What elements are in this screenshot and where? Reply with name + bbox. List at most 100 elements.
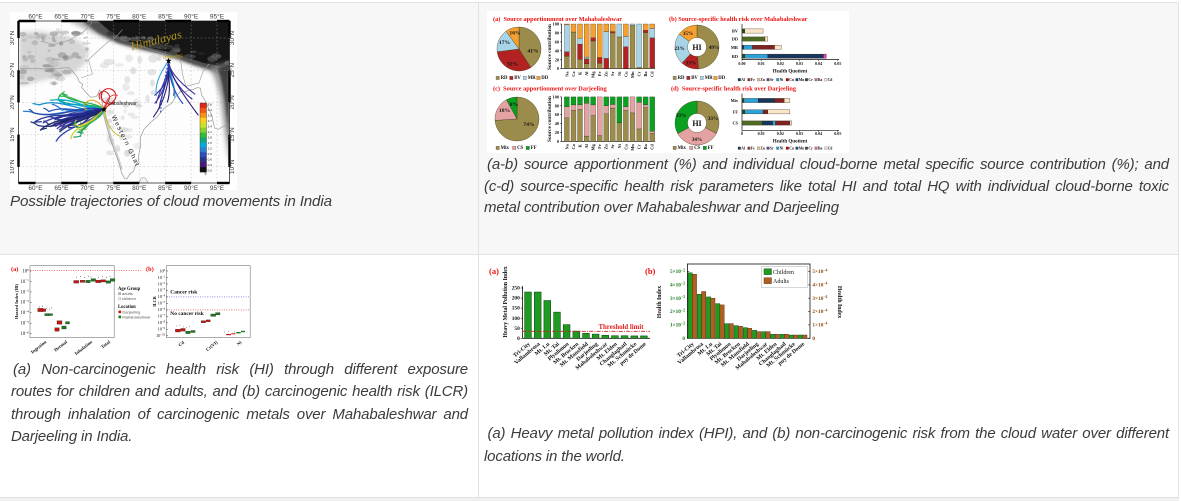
svg-text:Sr: Sr [770,78,774,82]
svg-text:Health Index: Health Index [657,286,663,318]
svg-text:HI: HI [692,119,701,128]
svg-text:60: 60 [555,39,559,44]
svg-text:3.0: 3.0 [208,114,213,118]
svg-text:0.02: 0.02 [777,131,784,136]
svg-text:Health Quotient: Health Quotient [773,70,808,75]
svg-text:20: 20 [555,130,559,135]
svg-text:Cu: Cu [623,71,628,77]
svg-text:Hazard Index (HI): Hazard Index (HI) [14,283,19,319]
svg-text:Mn: Mn [799,78,805,82]
svg-text:49%: 49% [709,45,719,51]
svg-text:Cancer risk: Cancer risk [170,290,197,296]
svg-text:0.01: 0.01 [758,131,765,136]
svg-text:150: 150 [512,306,520,312]
svg-text:Cd: Cd [828,78,834,82]
svg-text:10−8: 10−8 [158,320,166,326]
svg-text:Mix: Mix [501,146,510,151]
svg-text:Zn: Zn [604,71,609,77]
svg-text:60: 60 [555,112,559,117]
svg-text:33%: 33% [708,116,718,122]
svg-text:Threshold limit: Threshold limit [598,324,644,331]
svg-text:10−4: 10−4 [158,294,166,300]
svg-text:Cr: Cr [637,71,642,76]
svg-text:32%: 32% [507,62,519,68]
svg-text:20°N: 20°N [228,95,236,110]
svg-text:(b): (b) [645,266,656,276]
svg-text:80°E: 80°E [132,184,147,190]
svg-text:250: 250 [512,286,520,292]
svg-text:No cancer risk: No cancer risk [170,311,203,317]
svg-text:40: 40 [555,48,559,53]
svg-text:DD: DD [718,76,725,81]
svg-text:CS: CS [517,146,523,151]
svg-text:2.7: 2.7 [208,119,213,123]
svg-text:75°E: 75°E [106,13,121,21]
svg-text:8%: 8% [510,102,519,108]
svg-text:33%: 33% [676,113,686,119]
svg-text:18%: 18% [499,108,511,114]
svg-text:0.0: 0.0 [208,169,213,173]
svg-text:Health Quotient: Health Quotient [773,140,808,145]
svg-text:10−7: 10−7 [158,313,166,319]
svg-text:Na: Na [564,71,569,77]
svg-text:10−10: 10−10 [156,333,166,339]
svg-text:Cu: Cu [789,78,794,82]
svg-text:Cr: Cr [808,78,813,82]
svg-text:20°N: 20°N [10,95,16,110]
svg-text:2.1: 2.1 [208,130,213,134]
svg-text:65°E: 65°E [54,184,69,190]
svg-text:4×10−2: 4×10−2 [670,282,685,289]
svg-text:100: 100 [159,268,165,274]
svg-text:Mg: Mg [591,143,596,150]
svg-text:10−1: 10−1 [21,278,30,285]
svg-text:Fe: Fe [597,144,602,149]
svg-text:Ca: Ca [571,71,576,77]
svg-text:15°N: 15°N [10,127,16,142]
svg-text:Ni: Ni [617,143,622,148]
svg-text:0: 0 [557,66,559,71]
svg-text:Heavy Metal Pollution Index: Heavy Metal Pollution Index [503,266,509,337]
svg-text:Ni: Ni [236,339,243,346]
svg-text:1.5: 1.5 [208,141,213,145]
svg-text:MR: MR [705,76,714,81]
svg-text:Al: Al [741,147,745,151]
svg-text:Source contribution: Source contribution [547,96,553,142]
svg-text:3×10−4: 3×10−4 [812,295,827,302]
svg-text:70°E: 70°E [80,184,95,190]
svg-text:0: 0 [741,131,743,136]
svg-text:DD: DD [541,76,548,81]
svg-text:0.05: 0.05 [834,131,841,136]
svg-text:3×10−2: 3×10−2 [670,295,685,302]
svg-text:0: 0 [517,336,520,342]
svg-text:Fe: Fe [751,147,755,151]
svg-text:95°E: 95°E [210,13,225,21]
svg-text:(a): (a) [489,266,499,276]
svg-text:0.03: 0.03 [796,131,803,136]
svg-text:95°E: 95°E [210,184,225,190]
svg-text:HI: HI [692,43,701,52]
svg-text:1.2: 1.2 [208,147,213,151]
svg-text:FF: FF [531,146,537,151]
svg-text:Sr: Sr [610,71,615,75]
svg-text:Ba: Ba [818,147,822,151]
svg-text:0.02: 0.02 [777,61,784,66]
svg-text:Ni: Ni [780,147,784,151]
svg-text:100: 100 [22,268,29,275]
svg-text:0.01: 0.01 [758,61,765,66]
svg-text:85°E: 85°E [158,184,173,190]
svg-text:75°E: 75°E [106,184,121,190]
svg-text:80°E: 80°E [132,13,147,21]
svg-text:K: K [577,144,582,148]
svg-text:Mahabaleshwar: Mahabaleshwar [122,314,151,319]
svg-text:60°E: 60°E [28,13,43,21]
svg-text:10−5: 10−5 [21,320,30,327]
svg-text:10−5: 10−5 [158,300,166,306]
svg-text:23%: 23% [674,46,684,52]
svg-text:Children: Children [773,270,794,276]
svg-text:0.05: 0.05 [834,61,841,66]
svg-text:Zn: Zn [760,78,765,82]
svg-text:10−1: 10−1 [158,274,166,280]
svg-text:50: 50 [514,326,520,332]
svg-text:Mix: Mix [678,146,687,151]
svg-text:13%: 13% [686,61,696,67]
